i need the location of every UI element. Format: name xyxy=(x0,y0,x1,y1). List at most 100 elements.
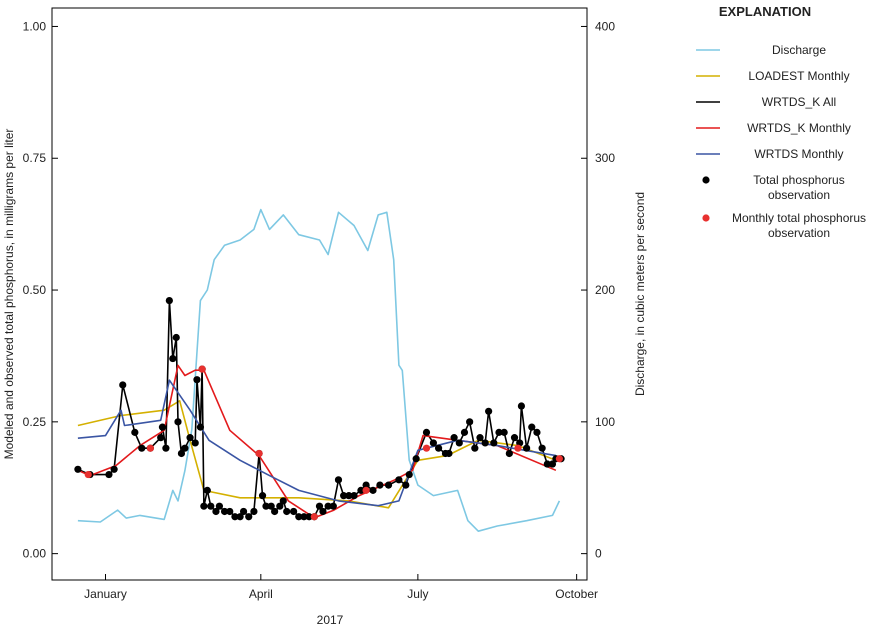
observation-marker xyxy=(276,502,284,510)
observation-marker xyxy=(207,502,215,510)
observation-marker xyxy=(476,434,484,442)
legend: EXPLANATION Discharge LOADEST Monthly WRTD… xyxy=(690,4,877,249)
legend-label: LOADEST Monthly xyxy=(748,69,850,83)
observation-marker xyxy=(495,428,503,436)
observation-marker xyxy=(429,439,438,447)
observation-marker xyxy=(555,455,563,463)
y2-tick-label: 100 xyxy=(595,415,615,429)
observation-marker xyxy=(198,365,206,373)
legend-marker xyxy=(702,214,710,222)
y-tick-label: 0.25 xyxy=(23,415,47,429)
legend-entry: WRTDS Monthly xyxy=(690,147,877,165)
y2-tick-label: 400 xyxy=(595,19,615,33)
observation-marker xyxy=(422,444,431,452)
legend-swatch xyxy=(696,153,720,155)
observation-marker xyxy=(505,449,513,458)
observation-marker xyxy=(172,333,180,342)
y2-tick-label: 300 xyxy=(595,151,615,165)
observation-marker xyxy=(300,513,308,521)
observation-marker xyxy=(119,381,127,389)
observation-marker xyxy=(290,507,298,516)
legend-label: Discharge xyxy=(771,43,827,57)
observation-marker xyxy=(315,502,324,510)
y2-axis-label: Discharge, in cubic meters per second xyxy=(633,192,647,396)
observation-marker xyxy=(369,486,377,494)
observation-marker xyxy=(345,492,353,500)
observation-marker xyxy=(324,502,332,510)
legend-swatch xyxy=(696,75,720,77)
observation-marker xyxy=(434,444,443,452)
legend-swatch xyxy=(702,214,710,222)
y-tick-label: 1.00 xyxy=(23,19,47,33)
legend-swatch xyxy=(696,49,720,51)
observation-marker xyxy=(376,481,384,489)
legend-entry: Monthly total phosphorus observation xyxy=(690,211,877,241)
observation-marker xyxy=(169,354,177,363)
observation-marker xyxy=(445,449,453,458)
observation-marker xyxy=(422,428,431,436)
legend-label: Total phosphorus observation xyxy=(753,173,845,202)
observation-marker xyxy=(177,449,186,458)
y-axis-label: Modeled and observed total phosphorus, i… xyxy=(2,129,16,460)
observation-marker xyxy=(158,423,167,431)
observation-marker xyxy=(357,486,365,494)
x-tick-label: October xyxy=(555,587,598,601)
observation-marker xyxy=(162,444,170,452)
observation-marker xyxy=(528,423,536,431)
observation-marker xyxy=(517,402,526,410)
observation-marker xyxy=(450,434,458,442)
observation-marker xyxy=(84,470,92,479)
observation-marker xyxy=(319,507,327,516)
observation-marker xyxy=(255,449,263,458)
series-line xyxy=(77,208,561,532)
observation-marker xyxy=(538,444,546,452)
observation-marker xyxy=(340,492,348,500)
x-axis-label: 2017 xyxy=(317,613,344,627)
plot-frame xyxy=(51,7,588,581)
observation-marker xyxy=(250,507,258,516)
observation-marker xyxy=(305,513,313,521)
legend-entry: WRTDS_K All xyxy=(690,95,877,113)
observation-marker xyxy=(174,418,182,426)
observation-marker xyxy=(157,434,165,442)
x-tick-label: April xyxy=(249,587,273,601)
observation-marker xyxy=(258,492,267,500)
observation-marker xyxy=(193,376,201,384)
observation-marker xyxy=(362,481,370,489)
observation-marker xyxy=(220,507,229,516)
x-tick-label: July xyxy=(407,587,428,601)
legend-entry: LOADEST Monthly xyxy=(690,69,877,87)
observation-marker xyxy=(283,507,291,516)
observation-marker xyxy=(460,428,469,436)
observation-marker xyxy=(471,444,479,452)
observation-marker xyxy=(203,486,211,494)
observation-marker xyxy=(200,502,208,510)
observation-marker xyxy=(271,507,279,516)
legend-label: WRTDS_K All xyxy=(761,95,837,109)
y2-tick-label: 0 xyxy=(595,547,602,561)
observation-marker xyxy=(239,507,248,516)
observation-marker xyxy=(131,428,139,436)
observation-marker xyxy=(146,444,154,452)
legend-label: Monthly total phosphorus observation xyxy=(731,211,867,240)
legend-entry: WRTDS_K Monthly xyxy=(690,121,877,139)
observation-marker xyxy=(212,507,220,516)
observation-marker xyxy=(533,428,541,436)
observation-marker xyxy=(196,423,205,431)
observation-marker xyxy=(236,513,244,521)
observation-marker xyxy=(191,439,199,447)
observation-marker xyxy=(181,444,189,452)
observation-marker xyxy=(262,502,270,510)
y2-tick-label: 200 xyxy=(595,283,615,297)
observation-marker xyxy=(522,444,531,452)
observation-marker xyxy=(267,502,275,510)
observation-marker xyxy=(295,513,303,521)
observation-marker xyxy=(350,492,358,500)
legend-swatch xyxy=(702,176,710,184)
observation-marker xyxy=(395,476,403,484)
y-tick-label: 0.00 xyxy=(23,547,47,561)
observation-marker xyxy=(105,470,113,479)
legend-entry: Discharge xyxy=(690,43,877,61)
